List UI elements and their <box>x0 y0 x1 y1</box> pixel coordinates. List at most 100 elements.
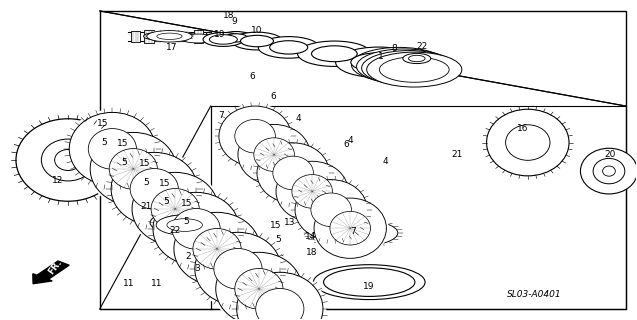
Ellipse shape <box>171 231 206 244</box>
Text: 4: 4 <box>296 114 301 123</box>
Text: 5: 5 <box>101 138 107 147</box>
Ellipse shape <box>150 189 243 268</box>
Ellipse shape <box>309 219 397 247</box>
Text: 2: 2 <box>185 252 191 261</box>
Text: 14: 14 <box>305 232 317 241</box>
Ellipse shape <box>357 49 452 84</box>
Ellipse shape <box>235 268 283 309</box>
Ellipse shape <box>351 53 406 72</box>
Ellipse shape <box>172 209 220 249</box>
Ellipse shape <box>90 132 176 205</box>
Ellipse shape <box>55 149 82 171</box>
Text: 15: 15 <box>270 221 282 230</box>
Ellipse shape <box>257 143 329 203</box>
Text: 13: 13 <box>284 218 296 227</box>
Ellipse shape <box>16 119 120 201</box>
Ellipse shape <box>226 241 261 253</box>
Text: 9: 9 <box>231 17 237 26</box>
Ellipse shape <box>235 119 275 153</box>
Ellipse shape <box>151 188 199 229</box>
Text: 11: 11 <box>151 279 162 288</box>
Ellipse shape <box>269 41 308 54</box>
Ellipse shape <box>262 253 283 260</box>
Ellipse shape <box>89 129 136 169</box>
FancyArrow shape <box>33 261 69 284</box>
Ellipse shape <box>178 234 199 242</box>
Ellipse shape <box>143 32 174 40</box>
Ellipse shape <box>144 208 214 233</box>
Ellipse shape <box>156 215 213 235</box>
Ellipse shape <box>297 41 371 67</box>
Ellipse shape <box>216 104 294 169</box>
Bar <box>171 33 178 39</box>
Ellipse shape <box>241 35 273 47</box>
Text: 15: 15 <box>97 119 109 128</box>
Ellipse shape <box>234 244 254 251</box>
Text: 21: 21 <box>451 150 462 159</box>
Ellipse shape <box>191 229 285 308</box>
Ellipse shape <box>487 109 569 176</box>
Ellipse shape <box>369 54 439 79</box>
Ellipse shape <box>218 32 254 44</box>
Text: 3: 3 <box>194 264 199 273</box>
Ellipse shape <box>408 55 425 62</box>
Ellipse shape <box>258 36 319 58</box>
Text: 18: 18 <box>223 11 234 20</box>
Ellipse shape <box>580 148 637 194</box>
Ellipse shape <box>130 169 178 209</box>
Text: 5: 5 <box>164 197 169 206</box>
Ellipse shape <box>311 46 357 62</box>
Ellipse shape <box>134 203 157 211</box>
Bar <box>211 106 626 309</box>
Bar <box>159 32 168 41</box>
Ellipse shape <box>255 288 304 320</box>
Text: 5: 5 <box>183 217 189 226</box>
Ellipse shape <box>108 149 201 228</box>
Ellipse shape <box>313 265 425 300</box>
Ellipse shape <box>292 175 333 208</box>
Ellipse shape <box>167 219 203 231</box>
Ellipse shape <box>213 250 304 320</box>
Text: 4: 4 <box>347 136 353 146</box>
Ellipse shape <box>314 198 387 258</box>
Text: SL03-A0401: SL03-A0401 <box>507 290 561 299</box>
Ellipse shape <box>170 33 201 41</box>
Ellipse shape <box>181 244 209 254</box>
Text: 16: 16 <box>517 124 529 133</box>
Ellipse shape <box>180 34 216 43</box>
Ellipse shape <box>208 234 248 248</box>
Ellipse shape <box>129 170 221 248</box>
Ellipse shape <box>367 52 462 87</box>
Ellipse shape <box>254 140 332 205</box>
Bar <box>194 30 203 43</box>
Ellipse shape <box>128 201 164 212</box>
Ellipse shape <box>216 252 302 320</box>
Ellipse shape <box>593 158 625 184</box>
Ellipse shape <box>155 212 203 229</box>
Text: FR.: FR. <box>47 258 64 276</box>
Ellipse shape <box>88 130 179 208</box>
Text: 6: 6 <box>343 140 348 149</box>
Text: 6: 6 <box>270 92 276 101</box>
Text: 19: 19 <box>363 282 375 292</box>
Ellipse shape <box>295 180 368 240</box>
Text: 12: 12 <box>52 176 63 185</box>
Ellipse shape <box>171 210 262 287</box>
Ellipse shape <box>352 47 447 82</box>
Ellipse shape <box>157 33 182 39</box>
Ellipse shape <box>312 196 389 260</box>
Ellipse shape <box>311 193 352 227</box>
Ellipse shape <box>276 161 348 221</box>
Ellipse shape <box>237 272 323 320</box>
Ellipse shape <box>375 55 444 81</box>
Text: 17: 17 <box>166 43 177 52</box>
Ellipse shape <box>233 269 326 320</box>
Ellipse shape <box>380 57 449 82</box>
Ellipse shape <box>203 32 244 46</box>
Ellipse shape <box>236 123 312 187</box>
Text: 5: 5 <box>143 178 149 187</box>
Bar <box>144 30 154 43</box>
Text: 1: 1 <box>378 52 383 61</box>
Bar <box>100 11 626 309</box>
Text: 6: 6 <box>249 72 255 81</box>
